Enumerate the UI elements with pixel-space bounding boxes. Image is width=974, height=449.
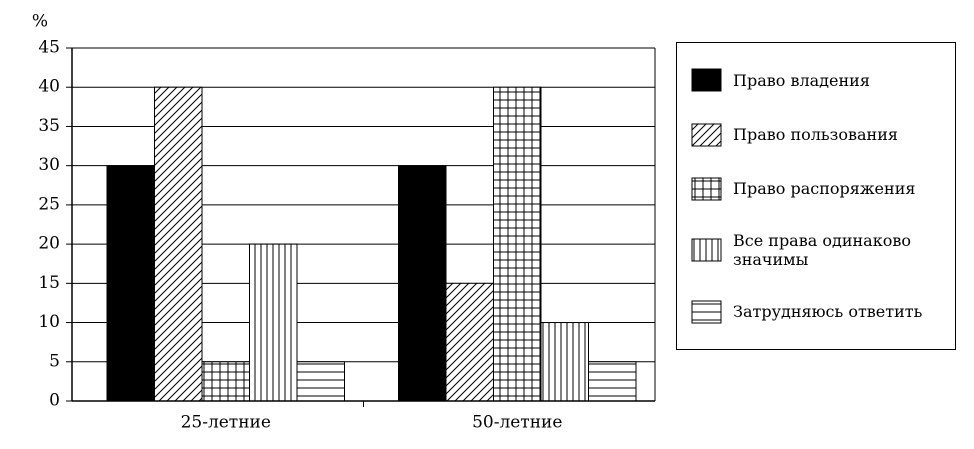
bar <box>540 322 589 402</box>
legend-swatch <box>691 300 722 324</box>
y-tick-label: 30 <box>38 155 60 175</box>
y-tick-label: 10 <box>38 312 60 332</box>
legend-item: Право владения <box>691 68 947 92</box>
y-tick-label: 0 <box>49 391 60 411</box>
legend-label: Право пользования <box>733 125 898 145</box>
bar <box>249 243 298 402</box>
legend-swatch <box>691 68 722 92</box>
y-tick-label: 40 <box>38 77 60 97</box>
legend-label: Затрудняюсь ответить <box>733 302 923 322</box>
legend-swatch <box>691 123 722 147</box>
legend-label: Право распоряжения <box>733 179 916 199</box>
y-tick-label: 5 <box>49 351 60 371</box>
legend-swatch-rect <box>691 238 722 262</box>
y-tick-label: 35 <box>38 116 60 136</box>
y-tick-label: 25 <box>38 194 60 214</box>
legend-item: Право пользования <box>691 123 947 147</box>
chart: % 0 5 10 15 20 25 30 35 40 45 25-летние 50-летние <box>32 12 656 433</box>
legend-item: Затрудняюсь ответить <box>691 300 947 324</box>
legend-swatch <box>691 177 722 201</box>
y-tick-label: 15 <box>38 273 60 293</box>
x-tick-label: 50-летние <box>472 413 562 433</box>
legend-swatch-rect <box>691 177 722 201</box>
legend-label: Все права одинаково значимы <box>733 231 911 270</box>
y-axis-label: % <box>32 12 48 32</box>
bar <box>493 86 542 402</box>
legend-label: Право владения <box>733 70 870 90</box>
legend-item: Право распоряжения <box>691 177 947 201</box>
bar <box>201 361 250 402</box>
bar <box>154 86 203 402</box>
bar <box>106 165 155 402</box>
bar <box>398 165 447 402</box>
bar <box>588 361 637 402</box>
legend: Право владения Право пользования Право рас… <box>676 42 956 350</box>
y-tick-label: 45 <box>38 38 60 58</box>
bar <box>296 361 345 402</box>
legend-swatch <box>691 238 722 262</box>
legend-swatch-rect <box>691 300 722 324</box>
bar <box>445 282 494 402</box>
legend-item: Все права одинаково значимы <box>691 231 947 269</box>
legend-swatch-rect <box>691 123 722 147</box>
x-tick-label: 25-летние <box>181 413 271 433</box>
legend-swatch-rect <box>691 68 722 92</box>
y-tick-label: 20 <box>38 234 60 254</box>
